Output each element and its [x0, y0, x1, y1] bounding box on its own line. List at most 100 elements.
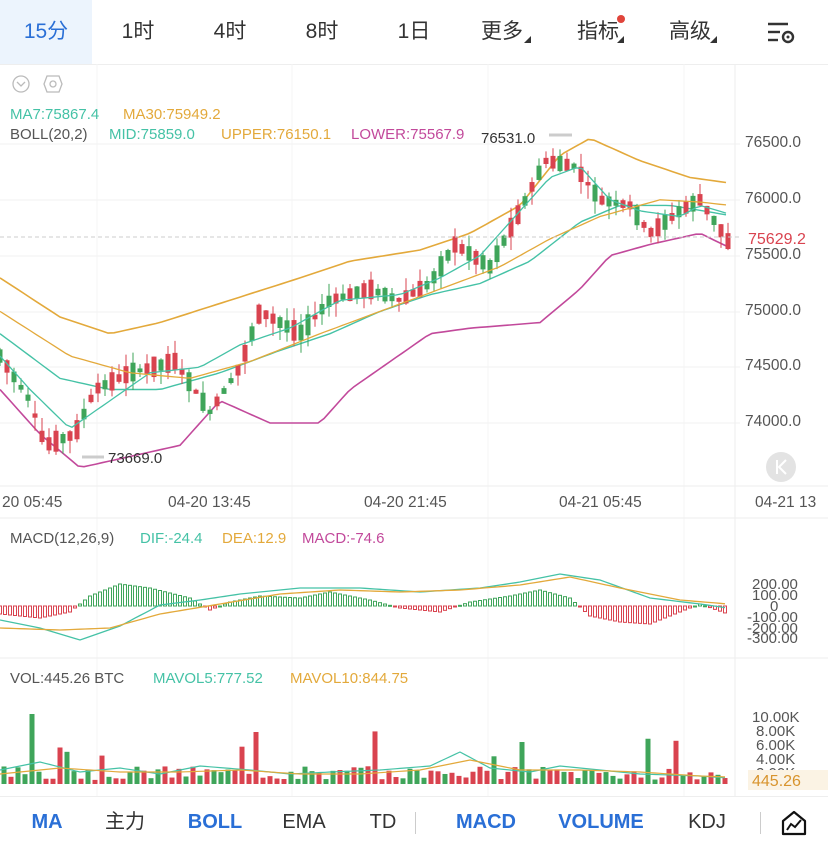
volume-bar [176, 768, 182, 784]
candle [480, 250, 486, 274]
candle [669, 202, 675, 225]
candle-body [501, 235, 507, 246]
volume-bar [631, 771, 637, 784]
indicator-settings-icon[interactable] [43, 75, 63, 93]
candle-body [361, 283, 367, 299]
candle [445, 248, 451, 264]
macd-bar [523, 592, 527, 607]
kline-chart-area[interactable]: MA7:75867.4 MA30:75949.2 BOLL(20,2) MID:… [0, 64, 828, 796]
macd-bar [533, 590, 537, 607]
tab-volume[interactable]: VOLUME [558, 811, 644, 833]
macd-bar [108, 587, 112, 607]
macd-bar [563, 596, 567, 607]
tab-divider [760, 812, 761, 834]
tab-td[interactable]: TD [369, 811, 397, 833]
volume-bar [456, 775, 462, 784]
macd-bar [558, 594, 562, 607]
volume-bar [134, 766, 140, 784]
indicators-label: 指标 [577, 20, 619, 43]
macd-bar [433, 605, 437, 612]
chart-settings-icon[interactable] [766, 20, 796, 46]
chevron-down-icon[interactable] [12, 75, 30, 93]
draw-tools-icon[interactable] [780, 809, 808, 837]
candle [690, 193, 696, 222]
macd-bar [623, 605, 627, 623]
candle-body [46, 437, 52, 451]
macd-axis-label: 200.00 [752, 576, 798, 593]
macd-bar [313, 594, 317, 607]
tab-15m[interactable]: 15分 [0, 0, 92, 64]
candle [249, 322, 255, 346]
volume-bar [659, 777, 665, 784]
candle-body [109, 372, 115, 391]
macd-bar [153, 588, 157, 607]
tab-boll[interactable]: BOLL [187, 811, 243, 833]
volume-bar [533, 778, 539, 784]
macd-bar [288, 597, 292, 607]
volume-bar [470, 771, 476, 784]
candle-body [375, 288, 381, 296]
scroll-to-latest-icon[interactable] [766, 452, 796, 482]
tab-ma[interactable]: MA [31, 811, 63, 833]
candle-body [508, 217, 514, 238]
tab-1d[interactable]: 1日 [397, 20, 431, 43]
tab-main-force[interactable]: 主力 [105, 811, 145, 833]
volume-bar [442, 773, 448, 784]
tab-kdj[interactable]: KDJ [688, 811, 726, 833]
tab-4h[interactable]: 4时 [213, 20, 247, 43]
tab-more[interactable]: 更多 [460, 0, 544, 64]
volume-bar [288, 771, 294, 784]
candle-body [235, 364, 241, 376]
candle-body [39, 430, 45, 443]
bollinger-bands [0, 138, 727, 468]
candle [88, 388, 94, 404]
macd-bar [643, 605, 647, 625]
macd-bar [13, 605, 17, 616]
price-axis-label: 76000.0 [745, 190, 801, 207]
macd-bar [53, 605, 57, 616]
advanced-button[interactable]: 高级 [648, 0, 732, 64]
macd-bar [33, 605, 37, 618]
candle-body [718, 224, 724, 238]
macd-bar [658, 605, 662, 621]
indicators-badge-dot [617, 15, 625, 23]
indicators-button[interactable]: 指标 [556, 0, 640, 64]
macd-bar [428, 605, 432, 612]
price-axis-label: 74000.0 [745, 413, 801, 430]
candle-body [130, 362, 136, 382]
candle [0, 347, 3, 366]
tab-1h[interactable]: 1时 [121, 20, 155, 43]
macd-bar [218, 605, 222, 608]
vol-legend: VOL:445.26 BTC [10, 670, 124, 687]
macd-bar [448, 605, 452, 610]
macd-bar [493, 597, 497, 607]
volume-bar [225, 769, 231, 784]
macd-bar [343, 594, 347, 607]
macd-lines [0, 573, 726, 641]
candle [165, 346, 171, 380]
candle-body [515, 205, 521, 225]
macd-bar [318, 593, 322, 607]
macd-bar [413, 605, 417, 610]
timeframe-tabbar: 15分 1时 4时 8时 1日 更多 指标 高级 [0, 0, 828, 65]
macd-bar [463, 603, 467, 607]
candle-body [270, 313, 276, 324]
candle-body [151, 356, 157, 378]
candle [417, 269, 423, 298]
macd-bar [378, 602, 382, 607]
candle-body [277, 317, 283, 328]
candle-body [669, 212, 675, 221]
candle [571, 162, 577, 173]
tab-macd[interactable]: MACD [456, 811, 516, 833]
candle-body [172, 352, 178, 371]
boll-mid-legend: MID:75859.0 [109, 126, 195, 143]
volume-bar [15, 767, 21, 784]
volume-bar [351, 767, 357, 784]
tab-divider [415, 812, 416, 834]
volume-bar [211, 770, 217, 784]
candle-body [326, 295, 332, 307]
tab-ema[interactable]: EMA [282, 811, 326, 833]
macd-bar [68, 605, 72, 613]
macd-bar [573, 602, 577, 607]
tab-8h[interactable]: 8时 [305, 20, 339, 43]
